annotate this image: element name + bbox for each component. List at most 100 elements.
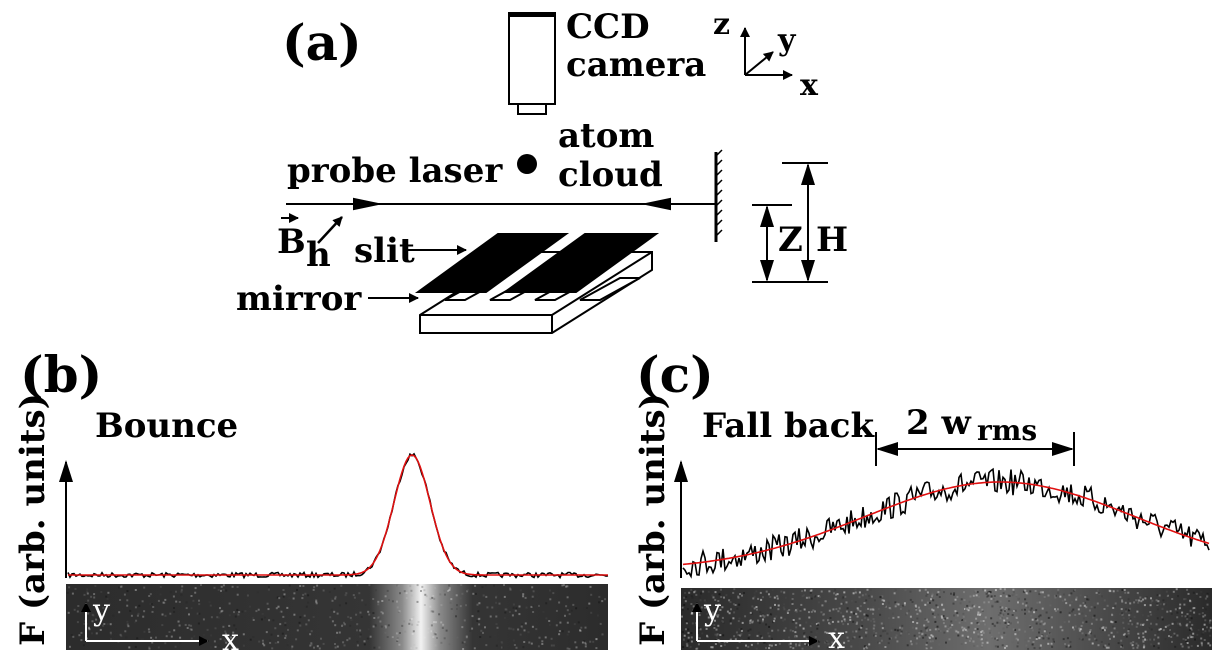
image-speckle: [879, 634, 882, 637]
image-speckle: [1004, 621, 1007, 624]
image-speckle: [416, 600, 419, 603]
image-speckle: [522, 646, 525, 649]
image-speckle: [1196, 644, 1199, 647]
image-speckle: [1006, 626, 1009, 629]
image-speckle: [702, 590, 705, 593]
image-speckle: [434, 586, 437, 589]
image-speckle: [720, 596, 723, 598]
image-speckle: [341, 624, 344, 627]
image-speckle: [118, 611, 121, 614]
image-speckle: [356, 584, 359, 587]
image-speckle: [729, 620, 732, 623]
image-speckle: [741, 594, 743, 597]
image-speckle: [930, 646, 933, 649]
image-speckle: [816, 623, 819, 626]
image-speckle: [173, 607, 175, 609]
image-speckle: [962, 612, 965, 615]
image-speckle: [457, 584, 459, 587]
image-speckle: [1125, 635, 1128, 638]
image-speckle: [1066, 637, 1069, 640]
image-speckle: [1025, 602, 1028, 604]
image-speckle: [982, 588, 985, 591]
image-speckle: [1176, 611, 1179, 614]
image-speckle: [900, 605, 903, 608]
image-speckle: [517, 628, 520, 631]
image-speckle: [436, 637, 438, 639]
image-speckle: [771, 629, 774, 632]
image-speckle: [1188, 621, 1191, 624]
image-speckle: [776, 595, 779, 598]
image-speckle: [1063, 621, 1066, 624]
image-speckle: [1110, 620, 1113, 623]
image-speckle: [831, 641, 834, 644]
image-speckle: [722, 617, 724, 619]
image-speckle: [863, 602, 866, 604]
image-speckle: [866, 614, 869, 617]
panel-b-ylabel: F (arb. units): [13, 393, 53, 646]
image-speckle: [872, 618, 875, 621]
image-speckle: [359, 611, 362, 614]
image-speckle: [423, 604, 426, 606]
image-speckle: [432, 636, 435, 638]
image-speckle: [687, 636, 690, 639]
image-speckle: [1034, 590, 1037, 592]
image-speckle: [1008, 608, 1010, 611]
image-speckle: [228, 602, 231, 605]
image-speckle: [1002, 613, 1005, 616]
image-speckle: [987, 601, 990, 604]
image-speckle: [353, 596, 356, 599]
image-speckle: [219, 611, 222, 614]
image-speckle: [1044, 637, 1047, 640]
image-speckle: [95, 632, 98, 635]
image-speckle: [1064, 643, 1067, 646]
image-speckle: [217, 644, 220, 647]
image-speckle: [206, 628, 209, 631]
image-speckle: [1129, 607, 1131, 610]
atom-label-line2: cloud: [558, 155, 663, 195]
image-speckle: [1035, 638, 1038, 640]
image-speckle: [881, 627, 884, 630]
image-speckle: [897, 603, 900, 606]
image-speckle: [1040, 647, 1043, 650]
axis-z-label: z: [713, 7, 730, 42]
image-speckle: [573, 623, 576, 626]
image-speckle: [1129, 642, 1132, 645]
image-speckle: [200, 584, 202, 586]
image-speckle: [1186, 588, 1189, 591]
image-speckle: [886, 632, 889, 635]
image-speckle: [810, 622, 813, 625]
panel-b-image-noise: [66, 584, 608, 650]
image-speckle: [162, 601, 165, 604]
image-speckle: [120, 635, 123, 638]
image-speckle: [931, 595, 934, 598]
image-speckle: [1012, 591, 1015, 594]
image-speckle: [367, 628, 370, 631]
image-speckle: [420, 590, 422, 592]
image-speckle: [69, 645, 71, 648]
image-speckle: [558, 633, 561, 636]
image-speckle: [749, 628, 752, 631]
image-speckle: [1035, 636, 1038, 639]
image-speckle: [879, 613, 882, 616]
image-speckle: [786, 612, 789, 614]
image-speckle: [1052, 641, 1055, 644]
image-speckle: [1201, 644, 1203, 647]
image-speckle: [1119, 596, 1122, 599]
image-speckle: [974, 604, 977, 607]
image-speckle: [840, 602, 843, 605]
image-speckle: [149, 602, 152, 605]
image-speckle: [482, 631, 484, 634]
image-speckle: [159, 585, 162, 588]
image-speckle: [711, 646, 714, 649]
image-speckle: [869, 608, 872, 611]
image-speckle: [944, 625, 947, 628]
image-speckle: [1041, 591, 1044, 594]
image-speckle: [1161, 618, 1164, 621]
image-speckle: [828, 622, 830, 625]
image-speckle: [926, 626, 929, 629]
image-speckle: [729, 601, 732, 604]
image-speckle: [1157, 636, 1160, 639]
image-speckle: [545, 602, 548, 605]
image-speckle: [1087, 632, 1090, 635]
image-speckle: [440, 604, 443, 607]
